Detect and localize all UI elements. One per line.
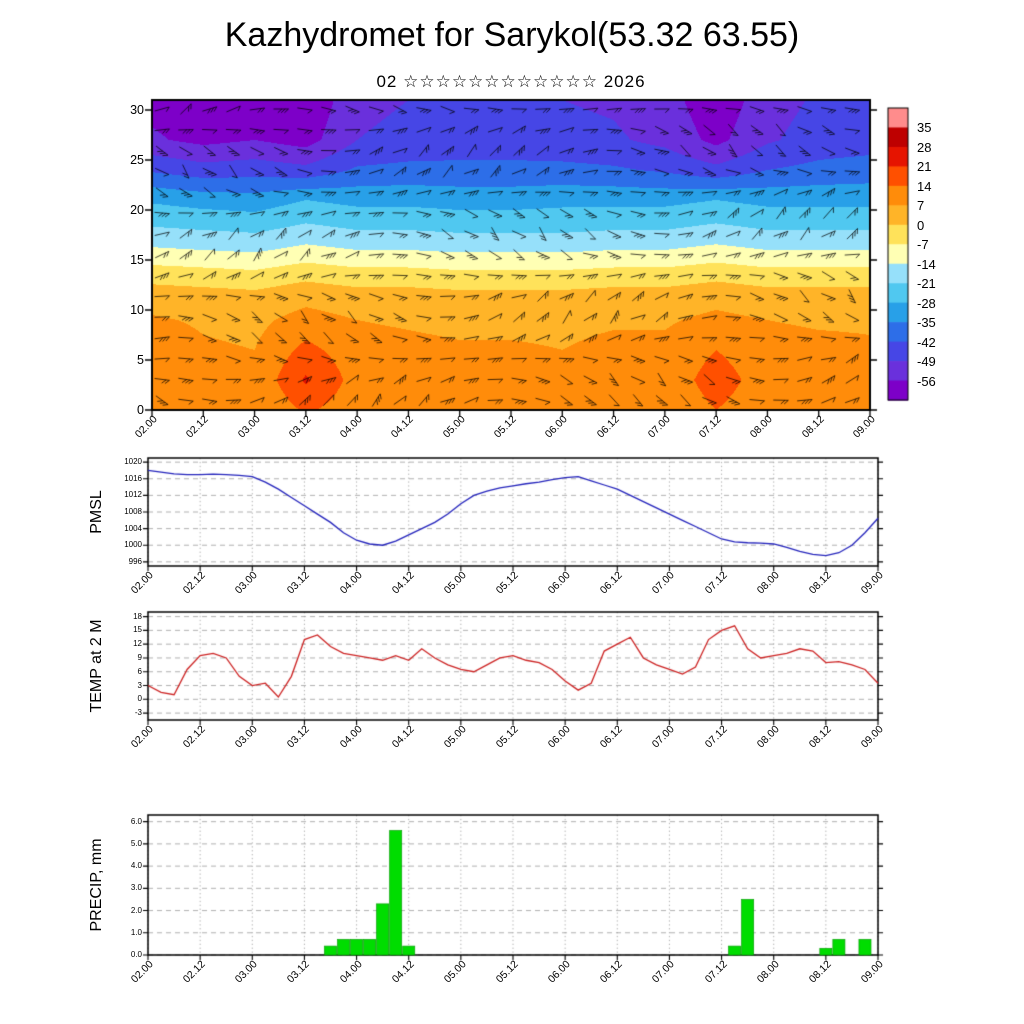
temp-y-tick-label: 9 <box>137 652 142 662</box>
precip-y-tick-label: 1.0 <box>130 927 142 937</box>
precip-y-tick-label: 0.0 <box>130 950 142 959</box>
temp-y-tick-label: 15 <box>133 625 142 635</box>
colorbar-tick-label: -14 <box>917 256 936 272</box>
pmsl-y-tick-label: 1012 <box>124 490 142 500</box>
precip-y-tick-label: 4.0 <box>130 861 142 871</box>
temp-y-tick-label: 6 <box>137 666 142 676</box>
page-subtitle: 02 ☆☆☆☆☆☆☆☆☆☆☆☆ 2026 <box>376 72 646 91</box>
precip-y-tick-label: 2.0 <box>130 905 142 915</box>
pmsl-y-tick-label: 1016 <box>124 473 142 483</box>
pmsl-y-tick-label: 1004 <box>124 523 142 533</box>
precip-y-tick-label: 3.0 <box>130 883 142 893</box>
page-title: Kazhydromet for Sarykol(53.32 63.55) <box>224 16 800 54</box>
colorbar-tick-label: -42 <box>917 334 936 350</box>
heatmap-y-tick-label: 5 <box>137 353 144 367</box>
heatmap-y-tick-label: 0 <box>137 403 144 417</box>
colorbar-tick-label: -21 <box>917 276 936 292</box>
precip-y-tick-label: 5.0 <box>130 838 142 848</box>
temp-y-tick-label: 0 <box>137 694 142 704</box>
temp-axis-title: TEMP at 2 M <box>88 619 105 713</box>
precip-axis-title: PRECIP, mm <box>88 838 105 932</box>
temp-y-tick-label: 18 <box>133 611 142 621</box>
colorbar-tick-label: 7 <box>917 198 925 214</box>
pmsl-y-tick-label: 1008 <box>124 507 142 516</box>
colorbar-tick-label: 35 <box>917 120 932 136</box>
precip-y-tick-label: 6.0 <box>130 816 142 826</box>
heatmap-y-tick-label: 10 <box>130 303 144 317</box>
temp-y-tick-label: 3 <box>137 680 142 690</box>
colorbar-tick-label: -35 <box>917 315 936 331</box>
colorbar-tick-label: -28 <box>917 295 936 311</box>
temp-y-tick-label: -3 <box>134 708 142 718</box>
colorbar-tick-label: 28 <box>917 139 932 155</box>
heatmap-y-tick-label: 15 <box>130 253 144 267</box>
colorbar-tick-label: 14 <box>917 178 932 194</box>
colorbar-tick-label: -7 <box>917 237 929 253</box>
temp-y-tick-label: 12 <box>133 639 142 649</box>
colorbar-tick-label: 21 <box>917 159 932 175</box>
colorbar-tick-label: 0 <box>917 217 925 233</box>
heatmap-y-tick-label: 30 <box>130 103 144 117</box>
pmsl-y-tick-label: 1000 <box>124 540 142 550</box>
pmsl-y-tick-label: 996 <box>128 556 142 566</box>
colorbar-tick-label: -56 <box>917 373 936 389</box>
pmsl-y-tick-label: 1020 <box>124 457 142 467</box>
heatmap-y-tick-label: 25 <box>130 153 144 167</box>
pmsl-axis-title: PMSL <box>88 490 105 534</box>
colorbar-tick-label: -49 <box>917 354 936 370</box>
heatmap-y-tick-label: 20 <box>130 203 144 217</box>
